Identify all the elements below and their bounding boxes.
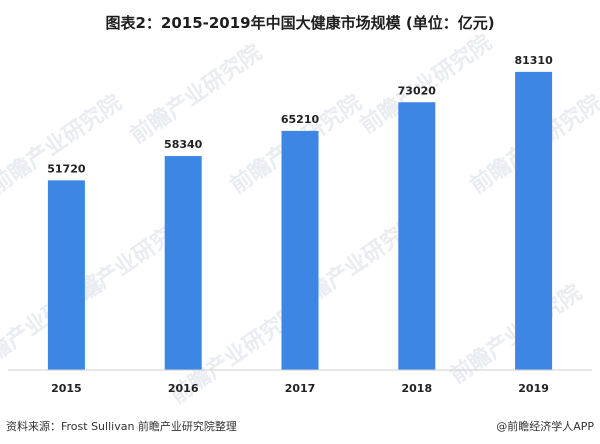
x-tick-2016: 2016 <box>168 382 199 395</box>
bar-2016 <box>164 156 202 370</box>
bars-group <box>47 71 553 370</box>
data-label-2018: 73020 <box>398 84 437 97</box>
bar-2019 <box>515 71 553 370</box>
bar-2015 <box>47 180 85 370</box>
chart-title: 图表2：2015-2019年中国大健康市场规模 (单位：亿元) <box>105 14 495 32</box>
bar-2018 <box>398 102 436 370</box>
data-label-2016: 58340 <box>164 138 203 151</box>
bar-2017 <box>281 130 319 370</box>
x-tick-labels-group: 2015 2016 2017 2018 2019 <box>51 382 549 395</box>
data-label-2017: 65210 <box>281 113 320 126</box>
watermark-text: 前瞻产业研究院 <box>125 39 266 149</box>
source-note: 资料来源：Frost Sullivan 前瞻产业研究院整理 <box>6 420 237 433</box>
data-label-2019: 81310 <box>514 54 553 67</box>
brand-credit: @前瞻经济学人APP <box>496 420 594 433</box>
x-tick-2015: 2015 <box>51 382 82 395</box>
x-tick-2019: 2019 <box>518 382 549 395</box>
data-label-2015: 51720 <box>47 162 86 175</box>
x-tick-2018: 2018 <box>401 382 432 395</box>
data-labels-group: 51720 58340 65210 73020 81310 <box>47 54 553 175</box>
x-tick-2017: 2017 <box>285 382 316 395</box>
